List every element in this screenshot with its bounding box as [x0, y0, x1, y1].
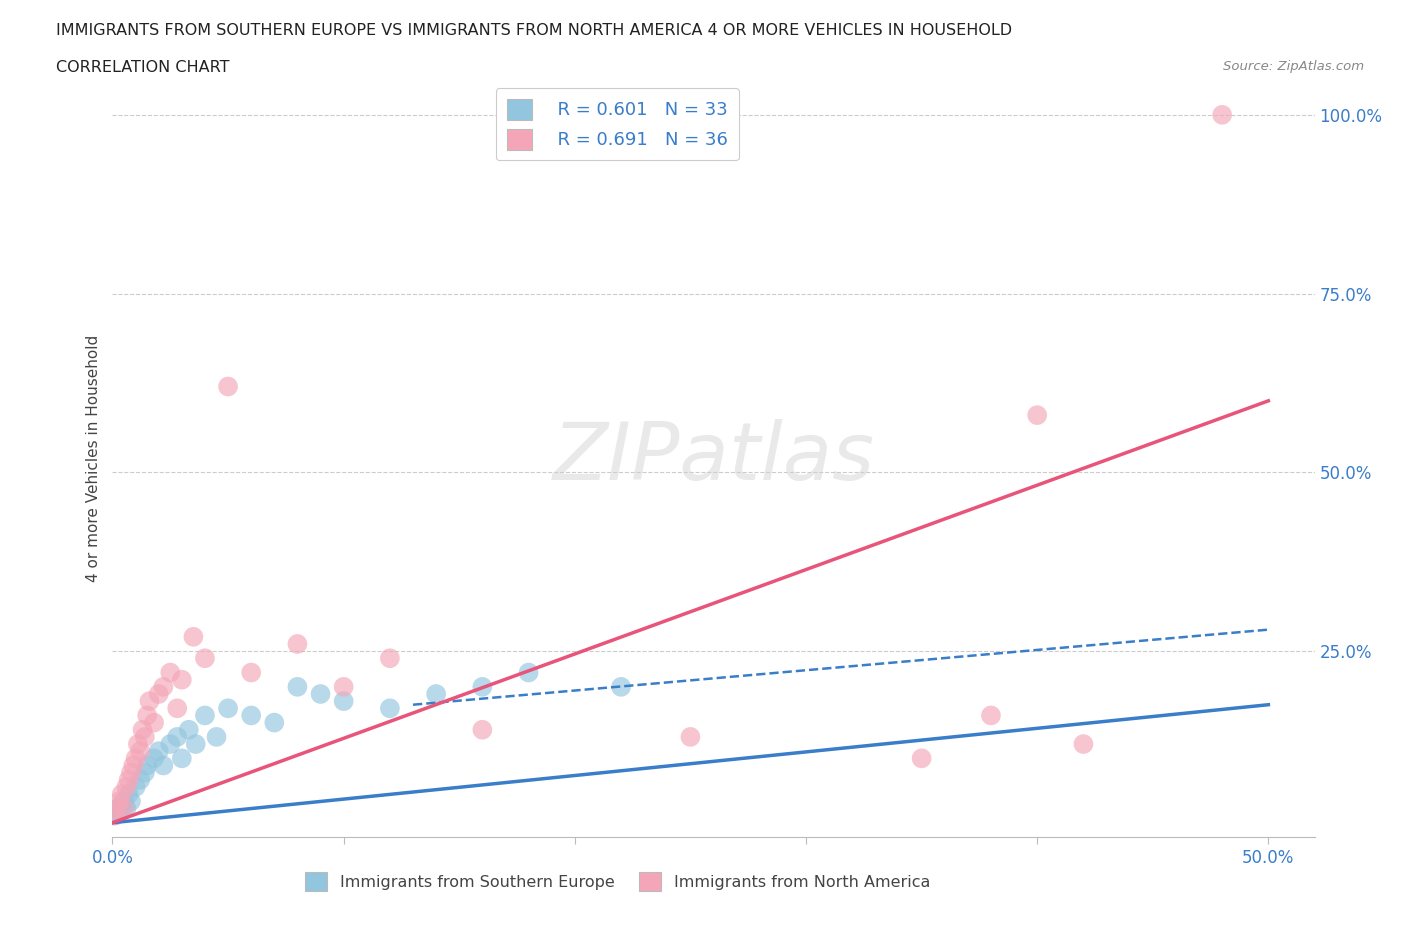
- Point: [287, 636, 309, 651]
- Point: [124, 751, 146, 765]
- Point: [152, 680, 174, 695]
- Text: CORRELATION CHART: CORRELATION CHART: [56, 60, 229, 75]
- Point: [471, 723, 494, 737]
- Text: IMMIGRANTS FROM SOUTHERN EUROPE VS IMMIGRANTS FROM NORTH AMERICA 4 OR MORE VEHIC: IMMIGRANTS FROM SOUTHERN EUROPE VS IMMIG…: [56, 23, 1012, 38]
- Point: [143, 715, 166, 730]
- Point: [240, 708, 263, 723]
- Point: [159, 665, 181, 680]
- Point: [378, 651, 401, 666]
- Point: [112, 801, 135, 816]
- Point: [309, 686, 332, 701]
- Point: [217, 701, 239, 716]
- Point: [425, 686, 447, 701]
- Point: [159, 737, 181, 751]
- Point: [136, 708, 159, 723]
- Point: [131, 723, 153, 737]
- Point: [471, 680, 494, 695]
- Point: [194, 651, 217, 666]
- Point: [205, 729, 228, 744]
- Point: [170, 672, 193, 687]
- Point: [517, 665, 540, 680]
- Point: [112, 794, 135, 809]
- Point: [1073, 737, 1095, 751]
- Point: [194, 708, 217, 723]
- Point: [115, 779, 138, 794]
- Point: [610, 680, 633, 695]
- Y-axis label: 4 or more Vehicles in Household: 4 or more Vehicles in Household: [86, 335, 101, 581]
- Point: [980, 708, 1002, 723]
- Point: [263, 715, 285, 730]
- Point: [108, 794, 131, 809]
- Point: [136, 758, 159, 773]
- Point: [1211, 107, 1233, 122]
- Point: [170, 751, 193, 765]
- Point: [124, 779, 146, 794]
- Point: [679, 729, 702, 744]
- Point: [127, 737, 149, 751]
- Point: [111, 801, 134, 816]
- Point: [166, 729, 188, 744]
- Point: [129, 744, 152, 759]
- Point: [378, 701, 401, 716]
- Point: [111, 787, 134, 802]
- Point: [120, 765, 142, 780]
- Point: [148, 686, 170, 701]
- Text: ZIPatlas: ZIPatlas: [553, 419, 875, 497]
- Point: [134, 765, 156, 780]
- Point: [287, 680, 309, 695]
- Point: [120, 794, 142, 809]
- Point: [332, 694, 354, 709]
- Point: [184, 737, 207, 751]
- Text: Source: ZipAtlas.com: Source: ZipAtlas.com: [1223, 60, 1364, 73]
- Point: [122, 758, 145, 773]
- Point: [118, 772, 141, 787]
- Legend: Immigrants from Southern Europe, Immigrants from North America: Immigrants from Southern Europe, Immigra…: [298, 866, 936, 897]
- Point: [332, 680, 354, 695]
- Point: [177, 723, 200, 737]
- Point: [134, 729, 156, 744]
- Point: [104, 808, 127, 823]
- Point: [148, 744, 170, 759]
- Point: [1026, 407, 1049, 422]
- Point: [115, 801, 138, 816]
- Point: [240, 665, 263, 680]
- Point: [104, 808, 127, 823]
- Point: [138, 694, 160, 709]
- Point: [910, 751, 932, 765]
- Point: [143, 751, 166, 765]
- Point: [105, 801, 128, 816]
- Point: [129, 772, 152, 787]
- Point: [118, 787, 141, 802]
- Point: [183, 630, 205, 644]
- Point: [166, 701, 188, 716]
- Point: [105, 801, 128, 816]
- Point: [152, 758, 174, 773]
- Point: [217, 379, 239, 394]
- Point: [108, 804, 131, 819]
